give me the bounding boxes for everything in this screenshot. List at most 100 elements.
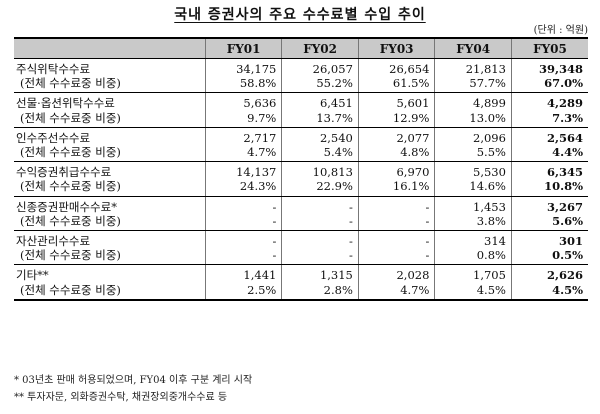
value-cell: 57.7%: [434, 76, 512, 94]
value-cell: 301: [510, 230, 588, 249]
value-cell: -: [204, 196, 282, 214]
fee-row: 수익증권취급수수료 14,137 10,813 6,970 5,530 6,345: [14, 161, 588, 180]
share-row: (전체 수수료중 비중) 4.7% 5.4% 4.8% 5.5% 4.4%: [14, 144, 588, 163]
value-cell: 61.5%: [357, 76, 435, 94]
value-cell: 22.9%: [281, 179, 359, 197]
value-cell: 9.7%: [204, 110, 282, 128]
row-label: (전체 수수료중 비중): [14, 144, 206, 163]
share-row: (전체 수수료중 비중) 2.5% 2.8% 4.7% 4.5% 4.5%: [14, 282, 588, 301]
header-cell-fy04: FY04: [434, 37, 512, 59]
value-cell: 4.4%: [510, 144, 588, 163]
fee-income-table: FY01 FY02 FY03 FY04 FY05 주식위탁수수료 34,175 26…: [14, 37, 588, 301]
row-label: (전체 수수료중 비중): [14, 282, 206, 301]
header-cell-fy03: FY03: [357, 37, 435, 59]
value-cell: 2,028: [357, 264, 435, 283]
value-cell: 2,096: [434, 127, 512, 145]
value-cell: 2,540: [281, 127, 359, 145]
value-cell: -: [357, 230, 435, 249]
value-cell: 2.5%: [204, 282, 282, 301]
value-cell: 16.1%: [357, 179, 435, 197]
row-label: (전체 수수료중 비중): [14, 76, 206, 94]
value-cell: 14.6%: [434, 179, 512, 197]
value-cell: 0.8%: [434, 248, 512, 266]
table-body: 주식위탁수수료 34,175 26,057 26,654 21,813 39,348 (전체…: [14, 58, 588, 301]
value-cell: 5.5%: [434, 144, 512, 163]
footnote: * 03년초 판매 허용되었으며, FY04 이후 구분 계리 시작: [14, 375, 253, 386]
value-cell: 13.0%: [434, 110, 512, 128]
value-cell: 58.8%: [204, 76, 282, 94]
value-cell: 67.0%: [510, 76, 588, 94]
value-cell: 0.5%: [510, 248, 588, 266]
value-cell: 55.2%: [281, 76, 359, 94]
share-row: (전체 수수료중 비중) 24.3% 22.9% 16.1% 14.6% 10.8%: [14, 179, 588, 197]
row-label: 자산관리수수료: [16, 233, 91, 248]
value-cell: 5.4%: [281, 144, 359, 163]
fee-row: 자산관리수수료 - - -314 301: [14, 230, 588, 249]
value-cell: 314: [434, 230, 512, 249]
row-label: (전체 수수료중 비중): [14, 179, 206, 197]
value-cell: 5,530: [434, 161, 512, 180]
value-cell: 4,289: [510, 92, 588, 111]
value-cell: 1,705: [434, 264, 512, 283]
value-cell: -: [357, 248, 435, 266]
value-cell: 1,315: [281, 264, 359, 283]
header-cell-fy01: FY01: [204, 37, 282, 59]
value-cell: 4.7%: [204, 144, 282, 163]
row-label: (전체 수수료중 비중): [14, 248, 206, 266]
fee-row: 인수주선수수료 2,717 2,540 2,077 2,096 2,564: [14, 127, 588, 145]
value-cell: -: [281, 248, 359, 266]
header-row: FY01 FY02 FY03 FY04 FY05: [14, 37, 588, 59]
row-label: 선물·옵션위탁수수료: [16, 96, 115, 111]
value-cell: 10.8%: [510, 179, 588, 197]
footnotes: * 03년초 판매 허용되었으며, FY04 이후 구분 계리 시작 ** 투자…: [14, 372, 252, 406]
row-label: 수익증권취급수수료: [16, 165, 112, 180]
unit-note: (단위 : 억원): [533, 25, 588, 36]
row-label: 인수주선수수료: [16, 130, 91, 145]
row-label: 기타**: [16, 268, 49, 283]
value-cell: 5.6%: [510, 213, 588, 231]
value-cell: 6,451: [281, 92, 359, 111]
value-cell: 3.8%: [434, 213, 512, 231]
header-cell-blank: [14, 37, 206, 59]
value-cell: -: [204, 213, 282, 231]
value-cell: 14,137: [204, 161, 282, 180]
value-cell: 34,175: [204, 58, 282, 77]
share-row: (전체 수수료중 비중) - - -3.8% 5.6%: [14, 213, 588, 231]
row-label: 주식위탁수수료: [16, 62, 91, 77]
value-cell: 6,345: [510, 161, 588, 180]
value-cell: 2,717: [204, 127, 282, 145]
row-label: (전체 수수료중 비중): [14, 110, 206, 128]
document-title: 국내 증권사의 주요 수수료별 수입 추이: [174, 7, 426, 23]
row-label: (전체 수수료중 비중): [14, 213, 206, 231]
value-cell: 7.3%: [510, 110, 588, 128]
value-cell: 26,654: [357, 58, 435, 77]
share-row: (전체 수수료중 비중) 9.7% 13.7% 12.9% 13.0% 7.3%: [14, 110, 588, 128]
value-cell: 4.5%: [510, 282, 588, 301]
value-cell: 6,970: [357, 161, 435, 180]
value-cell: 12.9%: [357, 110, 435, 128]
value-cell: -: [357, 196, 435, 214]
value-cell: -: [281, 213, 359, 231]
value-cell: 2,626: [510, 264, 588, 283]
value-cell: 4.5%: [434, 282, 512, 301]
share-row: (전체 수수료중 비중) - - -0.8% 0.5%: [14, 248, 588, 266]
value-cell: 2.8%: [281, 282, 359, 301]
value-cell: 39,348: [510, 58, 588, 77]
value-cell: -: [357, 213, 435, 231]
share-row: (전체 수수료중 비중) 58.8% 55.2% 61.5% 57.7% 67.0%: [14, 76, 588, 94]
fee-row: 주식위탁수수료 34,175 26,057 26,654 21,813 39,348: [14, 58, 588, 77]
footnote: ** 투자자문, 외화증권수탁, 채권장외중개수수료 등: [14, 392, 228, 403]
fee-row: 신종증권판매수수료* - - -1,453 3,267: [14, 196, 588, 214]
value-cell: 2,077: [357, 127, 435, 145]
value-cell: 13.7%: [281, 110, 359, 128]
value-cell: 10,813: [281, 161, 359, 180]
header-cell-fy02: FY02: [281, 37, 359, 59]
value-cell: 5,601: [357, 92, 435, 111]
value-cell: 24.3%: [204, 179, 282, 197]
value-cell: 3,267: [510, 196, 588, 214]
value-cell: 1,441: [204, 264, 282, 283]
value-cell: -: [281, 196, 359, 214]
row-label: 신종증권판매수수료*: [16, 199, 117, 214]
value-cell: 4.7%: [357, 282, 435, 301]
